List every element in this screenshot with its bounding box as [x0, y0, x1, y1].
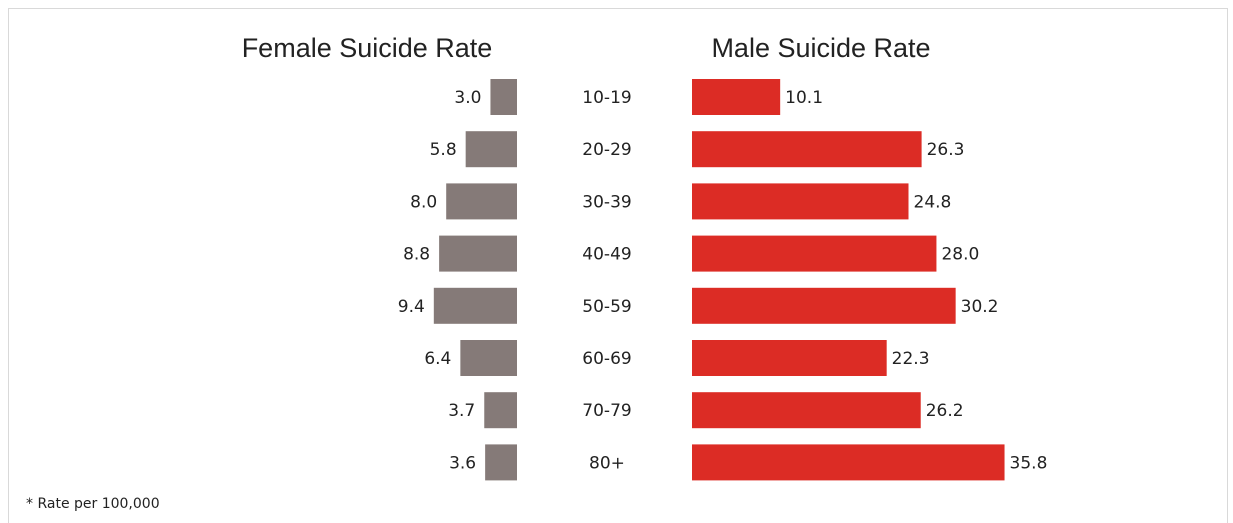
male-value-label-10-19: 10.1 [785, 88, 823, 108]
female-bar-60-69 [460, 340, 517, 376]
category-label-80+: 80+ [589, 453, 625, 473]
male-bar-80+ [692, 444, 1005, 481]
male-bar-20-29 [692, 131, 922, 168]
male-bar-70-79 [692, 392, 921, 429]
male-value-label-40-49: 28.0 [941, 245, 979, 265]
female-panel-title: Female Suicide Rate [242, 33, 493, 63]
male-value-label-30-39: 24.8 [914, 192, 952, 212]
bars-layer: 3.0 10-19 10.1 5.8 20-29 26.3 8.0 30-39 24.8 8.8 4… [398, 79, 1048, 481]
category-label-40-49: 40-49 [582, 245, 631, 265]
female-value-label-70-79: 3.7 [448, 401, 475, 421]
female-value-label-20-29: 5.8 [430, 140, 457, 160]
male-value-label-50-59: 30.2 [961, 297, 999, 317]
category-label-20-29: 20-29 [582, 140, 631, 160]
category-label-50-59: 50-59 [582, 297, 631, 317]
male-bar-60-69 [692, 340, 887, 376]
male-bar-30-39 [692, 183, 909, 220]
male-value-label-80+: 35.8 [1010, 453, 1048, 473]
female-value-label-80+: 3.6 [449, 453, 476, 473]
female-bar-70-79 [484, 392, 517, 429]
male-value-label-20-29: 26.3 [927, 140, 965, 160]
male-bar-50-59 [692, 287, 956, 324]
male-bar-40-49 [692, 235, 937, 272]
female-bar-20-29 [465, 131, 517, 168]
chart-frame [8, 8, 1228, 523]
female-bar-50-59 [433, 287, 517, 324]
female-value-label-40-49: 8.8 [403, 245, 430, 265]
female-bar-40-49 [439, 235, 517, 272]
male-value-label-60-69: 22.3 [892, 349, 930, 369]
male-panel-title: Male Suicide Rate [711, 33, 930, 63]
female-bar-10-19 [490, 79, 517, 115]
female-bar-80+ [485, 444, 517, 481]
footnote: * Rate per 100,000 [26, 496, 160, 512]
female-value-label-60-69: 6.4 [424, 349, 451, 369]
category-label-60-69: 60-69 [582, 349, 631, 369]
female-bar-30-39 [446, 183, 517, 220]
female-value-label-50-59: 9.4 [398, 297, 425, 317]
female-value-label-10-19: 3.0 [454, 88, 481, 108]
male-value-label-70-79: 26.2 [926, 401, 964, 421]
female-value-label-30-39: 8.0 [410, 192, 437, 212]
category-label-30-39: 30-39 [582, 192, 631, 212]
male-bar-10-19 [692, 79, 781, 115]
category-label-70-79: 70-79 [582, 401, 631, 421]
category-label-10-19: 10-19 [582, 88, 631, 108]
